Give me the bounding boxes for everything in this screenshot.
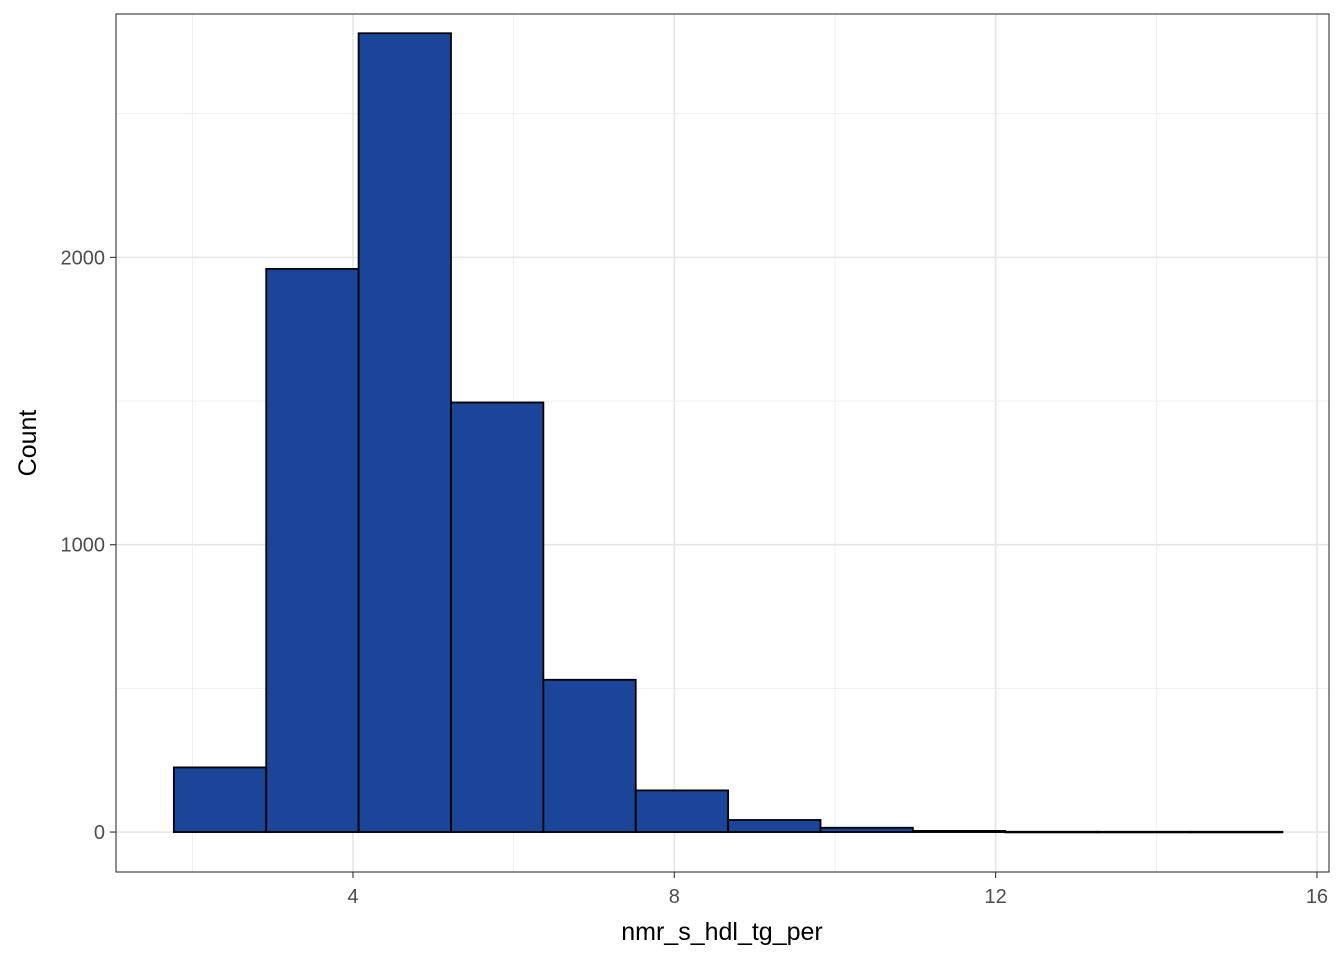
histogram-bar [634, 789, 730, 833]
histogram-bars [172, 32, 1284, 834]
histogram-bar [172, 766, 268, 833]
histogram-bar [727, 819, 822, 833]
x-axis-title: nmr_s_hdl_tg_per [621, 918, 823, 946]
histogram-bar [450, 401, 545, 833]
y-tick-label: 2000 [61, 247, 106, 269]
x-tick-label: 12 [985, 886, 1007, 908]
panel-border [115, 13, 1330, 873]
histogram-bar [1096, 830, 1191, 834]
x-axis-tick-labels: 4 8 12 16 [347, 886, 1328, 908]
x-tick-label: 8 [669, 886, 680, 908]
axis-ticks [110, 256, 1318, 878]
y-axis-title: Count [14, 410, 42, 477]
y-axis-tick-labels: 0 1000 2000 [61, 247, 106, 844]
histogram-bar [1189, 830, 1284, 834]
histogram-bar [911, 830, 1007, 833]
y-tick-label: 0 [94, 822, 105, 844]
histogram-bar [1004, 830, 1099, 834]
histogram-bar [819, 826, 914, 833]
y-tick-label: 1000 [61, 535, 106, 557]
histogram-bar [357, 32, 452, 833]
histogram-bar [265, 267, 360, 833]
x-tick-label: 16 [1306, 886, 1328, 908]
x-tick-label: 4 [347, 886, 358, 908]
histogram-bar [542, 678, 637, 833]
